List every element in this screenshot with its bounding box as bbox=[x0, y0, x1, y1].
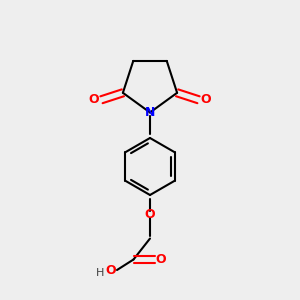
Text: N: N bbox=[145, 106, 155, 119]
Text: O: O bbox=[145, 208, 155, 221]
Text: O: O bbox=[89, 93, 99, 106]
Text: O: O bbox=[201, 93, 211, 106]
Text: H: H bbox=[96, 268, 105, 278]
Text: O: O bbox=[156, 253, 167, 266]
Text: O: O bbox=[105, 263, 116, 277]
